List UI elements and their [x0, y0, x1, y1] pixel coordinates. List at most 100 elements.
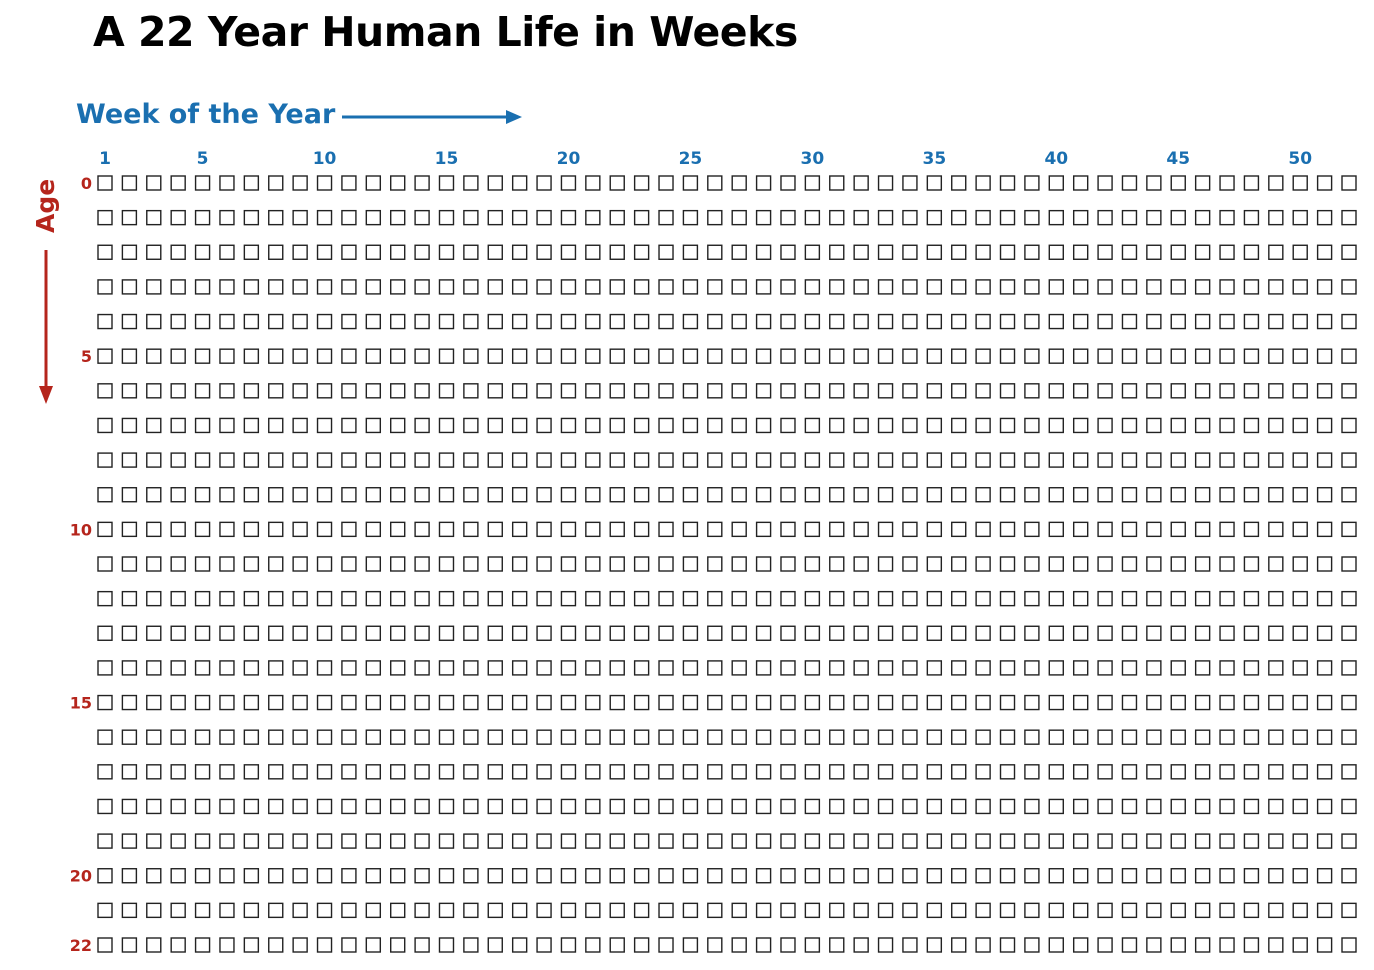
week-box [999, 660, 1016, 676]
week-box [804, 590, 821, 607]
week-box [121, 452, 138, 468]
week-box [511, 764, 528, 780]
week-box [1268, 660, 1284, 676]
age-tick-label: 0 [81, 174, 92, 193]
week-box [414, 452, 430, 468]
week-box [975, 244, 991, 260]
week-box [1097, 452, 1113, 468]
week-box [1121, 937, 1138, 953]
week-box [1170, 279, 1186, 295]
week-box [341, 175, 357, 191]
week-box [877, 868, 894, 884]
week-box [804, 660, 821, 676]
week-box [804, 625, 821, 641]
week-box [1072, 868, 1089, 884]
week-box [1072, 383, 1089, 399]
week-box [804, 348, 821, 364]
week-box [731, 521, 747, 538]
week-box [121, 556, 138, 572]
grid-row [97, 937, 1357, 953]
week-box [755, 937, 772, 953]
week-box [1121, 521, 1138, 538]
week-box [609, 175, 625, 191]
week-box [829, 452, 845, 468]
grid-row [97, 590, 1357, 607]
week-box [731, 279, 747, 295]
week-box [170, 868, 186, 884]
week-box [97, 833, 113, 849]
week-box [658, 694, 674, 711]
week-box [585, 487, 601, 503]
week-box [829, 556, 845, 572]
week-box [1072, 694, 1089, 711]
week-box [633, 279, 650, 295]
grid-row [97, 556, 1357, 572]
week-box [755, 313, 772, 330]
week-box [1316, 521, 1333, 538]
week-box [536, 902, 552, 919]
week-box [1292, 244, 1308, 260]
week-box [853, 729, 869, 745]
week-box [390, 383, 406, 399]
week-box [585, 175, 601, 191]
week-box [780, 833, 796, 849]
week-box [1243, 313, 1260, 330]
week-box [755, 902, 772, 919]
week-box [414, 383, 430, 399]
week-box [1072, 937, 1089, 953]
week-box [390, 487, 406, 503]
week-box [560, 209, 577, 226]
week-box [292, 452, 308, 468]
week-box [268, 902, 284, 919]
week-box [121, 764, 138, 780]
week-box [146, 244, 162, 260]
week-box [1072, 521, 1089, 538]
week-box [926, 937, 943, 953]
week-box [1121, 313, 1138, 330]
week-box [755, 833, 772, 849]
week-box [975, 764, 991, 780]
week-box [1024, 487, 1040, 503]
week-box [1268, 417, 1284, 434]
week-box [1048, 348, 1064, 364]
week-box [877, 694, 894, 711]
week-box [1170, 556, 1186, 572]
week-box [1072, 279, 1089, 295]
week-box [511, 902, 528, 919]
week-box [170, 383, 186, 399]
week-box [487, 798, 503, 815]
week-box [268, 729, 284, 745]
week-box [341, 660, 357, 676]
week-box [146, 348, 162, 364]
week-box [268, 764, 284, 780]
week-box [633, 798, 650, 815]
week-box [902, 521, 918, 538]
week-box [1097, 868, 1113, 884]
week-box [1292, 348, 1308, 364]
week-box [560, 625, 577, 641]
week-box [146, 209, 162, 226]
week-box [1219, 487, 1235, 503]
week-box [1268, 383, 1284, 399]
week-box [97, 209, 113, 226]
week-box [951, 452, 967, 468]
week-box [121, 313, 138, 330]
week-box [414, 798, 430, 815]
week-box [438, 902, 455, 919]
week-box [1341, 417, 1357, 434]
week-box [926, 521, 943, 538]
week-box [999, 487, 1016, 503]
week-box [926, 729, 943, 745]
week-box [999, 348, 1016, 364]
week-box [902, 209, 918, 226]
week-box [146, 937, 162, 953]
week-box [975, 694, 991, 711]
week-box [1170, 833, 1186, 849]
week-box [463, 868, 479, 884]
week-box [365, 417, 382, 434]
week-box [1048, 521, 1064, 538]
week-box [731, 244, 747, 260]
week-box [731, 590, 747, 607]
week-box [1170, 244, 1186, 260]
week-box [1048, 417, 1064, 434]
